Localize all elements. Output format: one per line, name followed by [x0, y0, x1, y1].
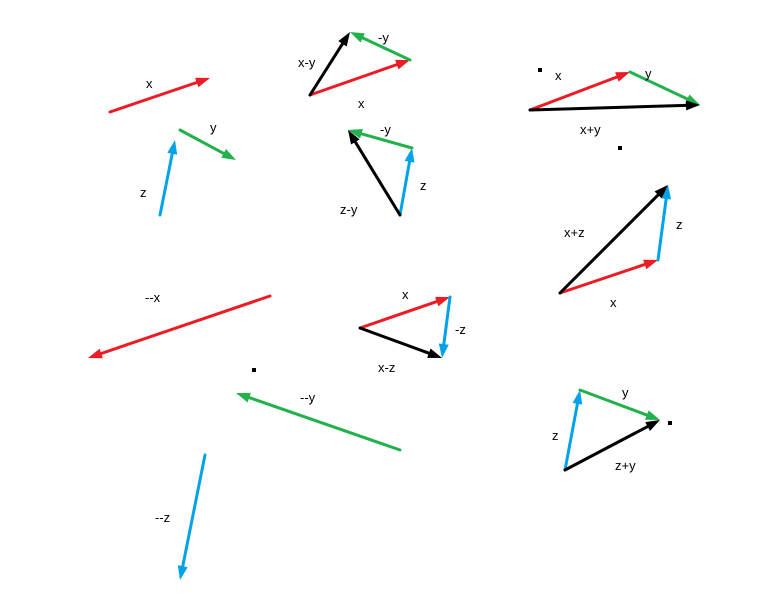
- vector-zy_z-shaft: [400, 162, 410, 215]
- stray-dot-2: [538, 68, 542, 72]
- label-xpy_x: x: [555, 68, 562, 83]
- label-nx: --x: [145, 290, 160, 305]
- vector-nz-head: [178, 565, 188, 580]
- label-zpy_y: y: [622, 385, 629, 400]
- label-ny: --y: [300, 390, 315, 405]
- label-xy_x: x: [358, 96, 365, 111]
- label-zy_ny: -y: [380, 122, 391, 137]
- vector-zy_r-shaft: [355, 142, 400, 215]
- vector-xpz_z-shaft: [658, 199, 666, 260]
- stray-dot-1: [618, 146, 622, 150]
- vector-xz_r-shaft: [360, 328, 429, 353]
- vector-zpy_z-head: [573, 390, 583, 405]
- vector-ny-shaft: [249, 398, 400, 450]
- vector-zy_z-head: [405, 148, 415, 163]
- vector-xz_r-head: [427, 348, 442, 358]
- vector-xz_nz-shaft: [444, 297, 450, 344]
- vector-xy_x-shaft: [310, 65, 397, 95]
- label-xz_r: x-z: [378, 360, 395, 375]
- label-xpz_x: x: [610, 295, 617, 310]
- vector-nx-shaft: [101, 296, 270, 353]
- vector-ny-head: [236, 393, 251, 402]
- label-tl_z: z: [140, 185, 147, 200]
- vector-svg: [0, 0, 768, 614]
- vector-nz-shaft: [183, 455, 205, 566]
- vector-tl_z-head: [167, 140, 177, 155]
- vector-zpy_y-head: [645, 410, 660, 420]
- stray-dot-0: [252, 368, 256, 372]
- label-tl_y: y: [210, 120, 217, 135]
- label-tl_x: x: [146, 76, 153, 91]
- label-xy_ny: -y: [378, 30, 389, 45]
- label-zpy_z: z: [552, 428, 559, 443]
- stray-dot-3: [668, 421, 672, 425]
- vector-tl_x-head: [195, 78, 210, 87]
- label-zy_z: z: [420, 178, 427, 193]
- vector-xz_nz-head: [439, 343, 449, 358]
- vector-diagram-canvas: xyzx-yx-yz-yz-yx-zx-zxyx+yxzx+zzyz+y--x-…: [0, 0, 768, 614]
- vector-xpy_x-head: [615, 72, 630, 82]
- vector-tl_x-shaft: [110, 83, 197, 112]
- label-xpy_r: x+y: [580, 122, 601, 137]
- label-zy_r: z-y: [340, 202, 357, 217]
- vector-xy_r-head: [338, 32, 350, 46]
- vector-xpy_y-shaft: [630, 72, 687, 99]
- vector-xpz_x-head: [643, 260, 658, 269]
- vector-xpz_r-shaft: [560, 195, 658, 293]
- vector-zpy_r-head: [645, 420, 660, 431]
- label-nz: --z: [155, 510, 170, 525]
- label-xpz_z: z: [676, 217, 683, 232]
- label-xz_x: x: [402, 287, 409, 302]
- vector-xpy_r-shaft: [530, 105, 686, 110]
- vector-xy_x-head: [395, 60, 410, 69]
- vector-zpy_y-shaft: [580, 390, 647, 415]
- vector-zpy_z-shaft: [565, 404, 577, 470]
- vector-tl_z-shaft: [160, 154, 172, 215]
- label-xy_r: x-y: [298, 55, 315, 70]
- vector-tl_y-head: [221, 149, 236, 160]
- vector-nx-head: [88, 349, 103, 358]
- vector-xz_x-shaft: [360, 302, 437, 328]
- label-xz_nz: -z: [455, 322, 466, 337]
- vector-xpy_x-shaft: [530, 77, 617, 110]
- vector-xy_ny-head: [350, 32, 365, 42]
- label-xpz_r: x+z: [564, 225, 585, 240]
- label-xpy_y: y: [645, 66, 652, 81]
- vector-tl_y-shaft: [180, 130, 224, 153]
- label-zpy_r: z+y: [615, 458, 636, 473]
